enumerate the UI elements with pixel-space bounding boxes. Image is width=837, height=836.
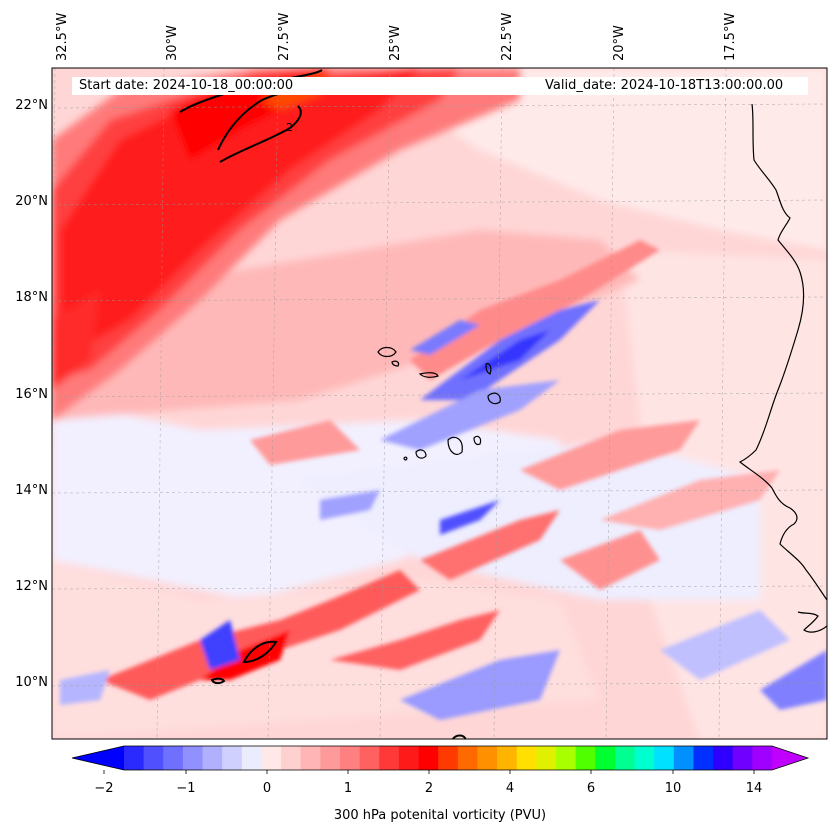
colorbar-swatch [438, 746, 459, 770]
colorbar-swatch [222, 746, 243, 770]
colorbar-swatch [281, 746, 302, 770]
colorbar-swatch [379, 746, 400, 770]
lon-label-30w: 30°W [165, 25, 180, 61]
colorbar-swatch [556, 746, 577, 770]
colorbar-swatch [477, 746, 498, 770]
colorbar-swatch [713, 746, 734, 770]
colorbar-swatch [634, 746, 655, 770]
lat-label-12n: 12°N [15, 579, 48, 594]
colorbar-tick-label: 6 [586, 781, 596, 796]
colorbar-swatch [143, 746, 164, 770]
map-frame [51, 67, 828, 740]
colorbar-swatch [182, 746, 204, 770]
colorbar-title: 300 hPa potenital vorticity (PVU) [333, 808, 547, 823]
pv-jet-band [52, 68, 520, 420]
colorbar-tick-label: 14 [745, 781, 763, 796]
colorbar-swatch [300, 746, 321, 770]
cape-verde-brava [403, 456, 408, 461]
colorbar-swatch [575, 746, 596, 770]
lat-label-18n: 18°N [15, 290, 48, 305]
lat-label-10n: 10°N [15, 675, 48, 690]
cape-verde-fogo [415, 449, 427, 459]
colorbar-swatch [536, 746, 557, 770]
colorbar-tick-label: 4 [505, 781, 515, 796]
africa-coastline-south [797, 611, 827, 633]
colorbar-swatch [516, 746, 537, 770]
colorbar-swatch [614, 746, 636, 770]
lat-label-16n: 16°N [15, 387, 48, 402]
colorbar-swatch [124, 746, 145, 770]
colorbar-swatch [752, 746, 773, 770]
colorbar-swatch [241, 746, 263, 770]
colorbar-swatch [673, 746, 695, 770]
lat-label-22n: 22°N [15, 98, 48, 113]
cape-verde-maio [473, 435, 482, 446]
colorbar-swatch [359, 746, 380, 770]
lon-label-20w: 20°W [612, 25, 627, 61]
colorbar-swatch [340, 746, 361, 770]
lat-label-20n: 20°N [15, 194, 48, 209]
coastlines [377, 103, 827, 633]
lat-label-14n: 14°N [15, 483, 48, 498]
colorbar-tick-label: −1 [176, 781, 196, 796]
contour-label: 2 [286, 121, 293, 134]
colorbar-swatch [693, 746, 714, 770]
cape-verde-santo-antao [377, 346, 397, 358]
colorbar-swatch [457, 746, 479, 770]
graticule [52, 68, 827, 739]
colorbar-swatch [163, 746, 184, 770]
colorbar-swatch [732, 746, 753, 770]
colorbar-swatch [595, 746, 616, 770]
valid-date-label: Valid_date: 2024-10-18T13:00:00.00 [545, 78, 784, 93]
colorbar-tick-label: 1 [343, 781, 353, 796]
date-info-bar [72, 77, 808, 95]
africa-coastline [738, 103, 827, 601]
colorbar-swatch [654, 746, 675, 770]
colorbar [71, 745, 810, 774]
colorbar-swatch [418, 746, 439, 770]
colorbar-swatch [202, 746, 223, 770]
cape-verde-boa-vista [487, 392, 501, 405]
colorbar-tick-label: 2 [424, 781, 434, 796]
colorbar-tick-label: −2 [94, 781, 114, 796]
colorbar-swatch [398, 746, 420, 770]
lon-label-27-5w: 27.5°W [277, 12, 292, 61]
colorbar-swatch [261, 746, 282, 770]
colorbar-swatch [497, 746, 518, 770]
colorbar-swatch [320, 746, 341, 770]
cape-verde-santiago [447, 436, 463, 455]
colorbar-tick-label: 0 [262, 781, 272, 796]
cape-verde-sao-nicolau [418, 372, 439, 378]
lon-label-32-5w: 32.5°W [55, 12, 70, 61]
colorbar-outline [71, 745, 810, 771]
pv-streaks [60, 240, 827, 720]
colorbar-extend-high [772, 746, 808, 770]
start-date-label: Start date: 2024-10-18_00:00:00 [79, 78, 294, 93]
lon-label-25w: 25°W [388, 25, 403, 61]
colorbar-extend-low [72, 746, 124, 770]
lon-label-22-5w: 22.5°W [500, 12, 515, 61]
cape-verde-sao-vicente [391, 360, 400, 367]
map-area: 2 [52, 68, 827, 739]
lon-label-17-5w: 17.5°W [723, 12, 738, 61]
colorbar-tick-label: 10 [664, 781, 682, 796]
cape-verde-sal [485, 363, 492, 375]
